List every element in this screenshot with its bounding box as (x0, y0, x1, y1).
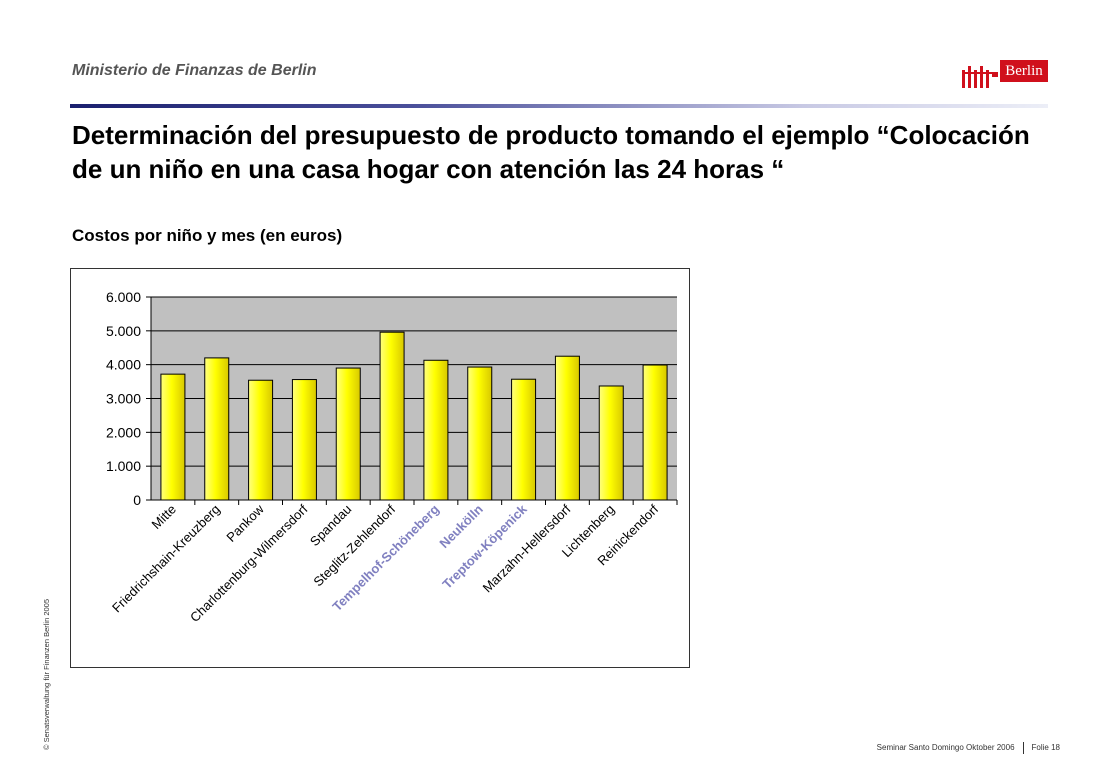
slide-subtitle: Costos por niño y mes (en euros) (72, 226, 343, 245)
y-tick-label: 1.000 (106, 458, 141, 474)
x-tick-label: Pankow (223, 501, 267, 545)
y-tick-label: 3.000 (106, 391, 141, 407)
x-tick-label: Steglitz-Zehlendorf (310, 501, 398, 589)
x-tick-label: Treptow-Köpenick (439, 501, 530, 592)
berlin-logo: Berlin (960, 58, 1050, 90)
footer: Seminar Santo Domingo Oktober 2006 Folie … (877, 742, 1060, 754)
y-tick-label: 4.000 (106, 357, 141, 373)
copyright-note: © Senatsverwaltung für Finanzen Berlin 2… (42, 598, 51, 750)
bar-mitte (160, 373, 186, 501)
logo-wordmark: Berlin (1000, 60, 1048, 82)
x-tick-label: Mitte (149, 502, 180, 533)
bar-chart: 01.0002.0003.0004.0005.0006.000MitteFrie… (106, 289, 678, 625)
chart-frame: 0 1.000 2.000 3.000 4.000 5.000 6.000 Mitte Frie… (70, 268, 690, 668)
footer-seminar: Seminar Santo Domingo Oktober 2006 (876, 743, 1015, 753)
header-rule (70, 104, 1048, 108)
bar-reinickendorf (642, 364, 668, 501)
bar-steglitz-zehlendorf (379, 331, 405, 501)
y-tick-label: 5.000 (106, 323, 141, 339)
bar-pankow (248, 379, 274, 501)
bar-friedrichshain-kreuzberg (204, 357, 230, 501)
bar-neukölln (467, 366, 493, 501)
bar-charlottenburg-wilmersdorf (291, 379, 317, 501)
bar-lichtenberg (598, 385, 624, 501)
bar-treptow-köpenick (511, 378, 537, 501)
y-tick-label: 0 (133, 492, 141, 508)
ministry-name: Ministerio de Finanzas de Berlin (72, 62, 317, 79)
footer-page-number: Folie 18 (1031, 743, 1060, 753)
bar-tempelhof-schöneberg (423, 359, 449, 501)
slide-title: Determinación del presupuesto de product… (72, 120, 1030, 184)
berlin-emblem-icon (962, 66, 998, 88)
y-tick-label: 2.000 (106, 424, 141, 440)
bar-marzahn-hellersdorf (554, 355, 580, 501)
footer-separator (1022, 742, 1024, 754)
bar-spandau (335, 367, 361, 501)
y-tick-label: 6.000 (106, 289, 141, 305)
